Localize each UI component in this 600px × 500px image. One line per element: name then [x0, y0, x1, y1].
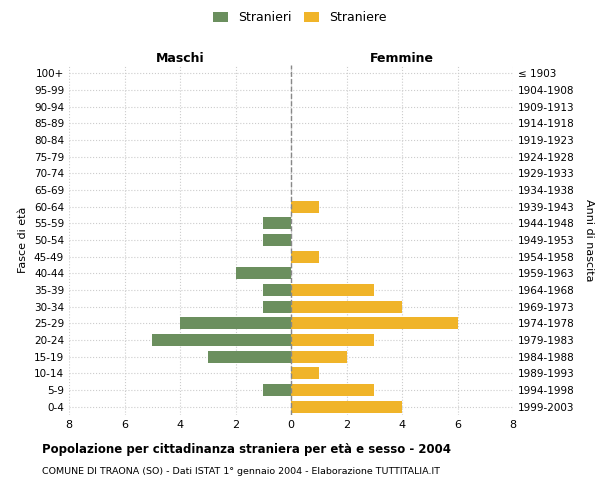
Bar: [263, 300, 291, 312]
Y-axis label: Anni di nascita: Anni di nascita: [584, 198, 594, 281]
Bar: [291, 318, 458, 330]
Bar: [291, 250, 319, 262]
Bar: [291, 384, 374, 396]
Bar: [152, 334, 291, 346]
Text: Maschi: Maschi: [155, 52, 205, 65]
Bar: [235, 268, 291, 280]
Y-axis label: Fasce di età: Fasce di età: [19, 207, 28, 273]
Bar: [263, 284, 291, 296]
Bar: [263, 218, 291, 230]
Bar: [180, 318, 291, 330]
Bar: [291, 334, 374, 346]
Bar: [291, 200, 319, 212]
Text: COMUNE DI TRAONA (SO) - Dati ISTAT 1° gennaio 2004 - Elaborazione TUTTITALIA.IT: COMUNE DI TRAONA (SO) - Dati ISTAT 1° ge…: [42, 468, 440, 476]
Text: Popolazione per cittadinanza straniera per età e sesso - 2004: Popolazione per cittadinanza straniera p…: [42, 442, 451, 456]
Bar: [208, 350, 291, 362]
Legend: Stranieri, Straniere: Stranieri, Straniere: [213, 11, 387, 24]
Bar: [291, 300, 402, 312]
Bar: [263, 234, 291, 246]
Bar: [263, 384, 291, 396]
Bar: [291, 350, 347, 362]
Bar: [291, 400, 402, 412]
Bar: [291, 368, 319, 380]
Bar: [291, 284, 374, 296]
Text: Femmine: Femmine: [370, 52, 434, 65]
